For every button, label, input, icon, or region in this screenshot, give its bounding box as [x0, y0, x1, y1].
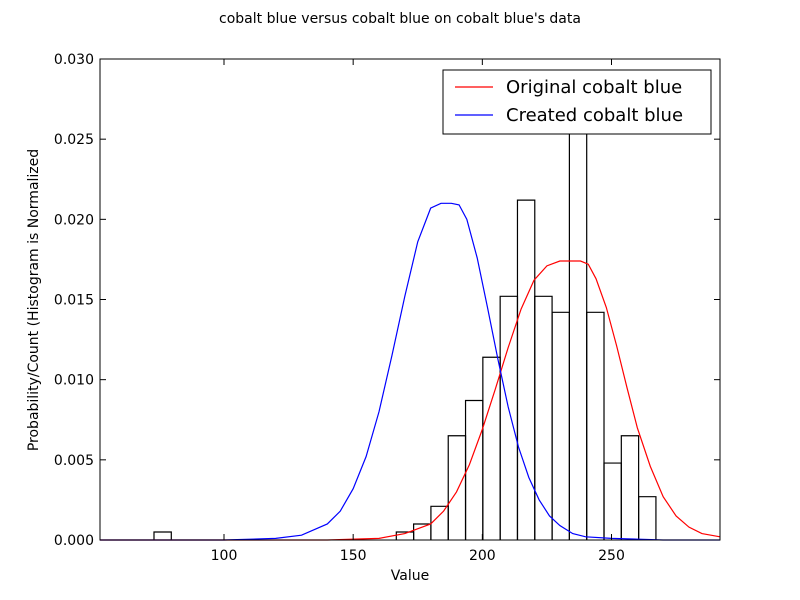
x-axis-title: Value: [391, 568, 429, 584]
y-tick-label: 0.030: [54, 52, 94, 68]
histogram-bar: [638, 496, 657, 540]
x-tick-label: 250: [598, 548, 625, 564]
legend-label-created: Created cobalt blue: [506, 105, 683, 126]
x-axis: 100 150 200 250: [211, 59, 625, 564]
series-lines: [100, 202, 721, 541]
legend-label-original: Original cobalt blue: [506, 77, 682, 98]
series-line-created: [100, 202, 720, 541]
plot-area: [100, 59, 720, 540]
legend: Original cobalt blue Created cobalt blue: [442, 69, 712, 135]
x-tick-label: 200: [469, 548, 496, 564]
y-axis-title: Probability/Count (Histogram is Normaliz…: [26, 149, 42, 451]
histogram-bar: [620, 435, 640, 540]
x-tick-label: 100: [211, 548, 238, 564]
series-line-original: [100, 260, 721, 541]
chart-title: cobalt blue versus cobalt blue on cobalt…: [219, 11, 581, 27]
y-tick-label: 0.010: [54, 373, 94, 389]
y-tick-label: 0.025: [54, 132, 94, 148]
y-tick-label: 0.015: [54, 293, 94, 309]
histogram-bar: [586, 311, 605, 540]
histogram-bar: [153, 531, 172, 540]
histogram: [153, 114, 657, 540]
y-tick-label: 0.005: [54, 453, 94, 469]
x-tick-label: 150: [340, 548, 367, 564]
y-tick-label: 0.020: [54, 212, 94, 228]
y-axis: 0.000 0.005 0.010 0.015 0.020 0.025 0.030: [54, 52, 720, 549]
y-tick-label: 0.000: [54, 533, 94, 549]
legend-box: [442, 69, 712, 135]
